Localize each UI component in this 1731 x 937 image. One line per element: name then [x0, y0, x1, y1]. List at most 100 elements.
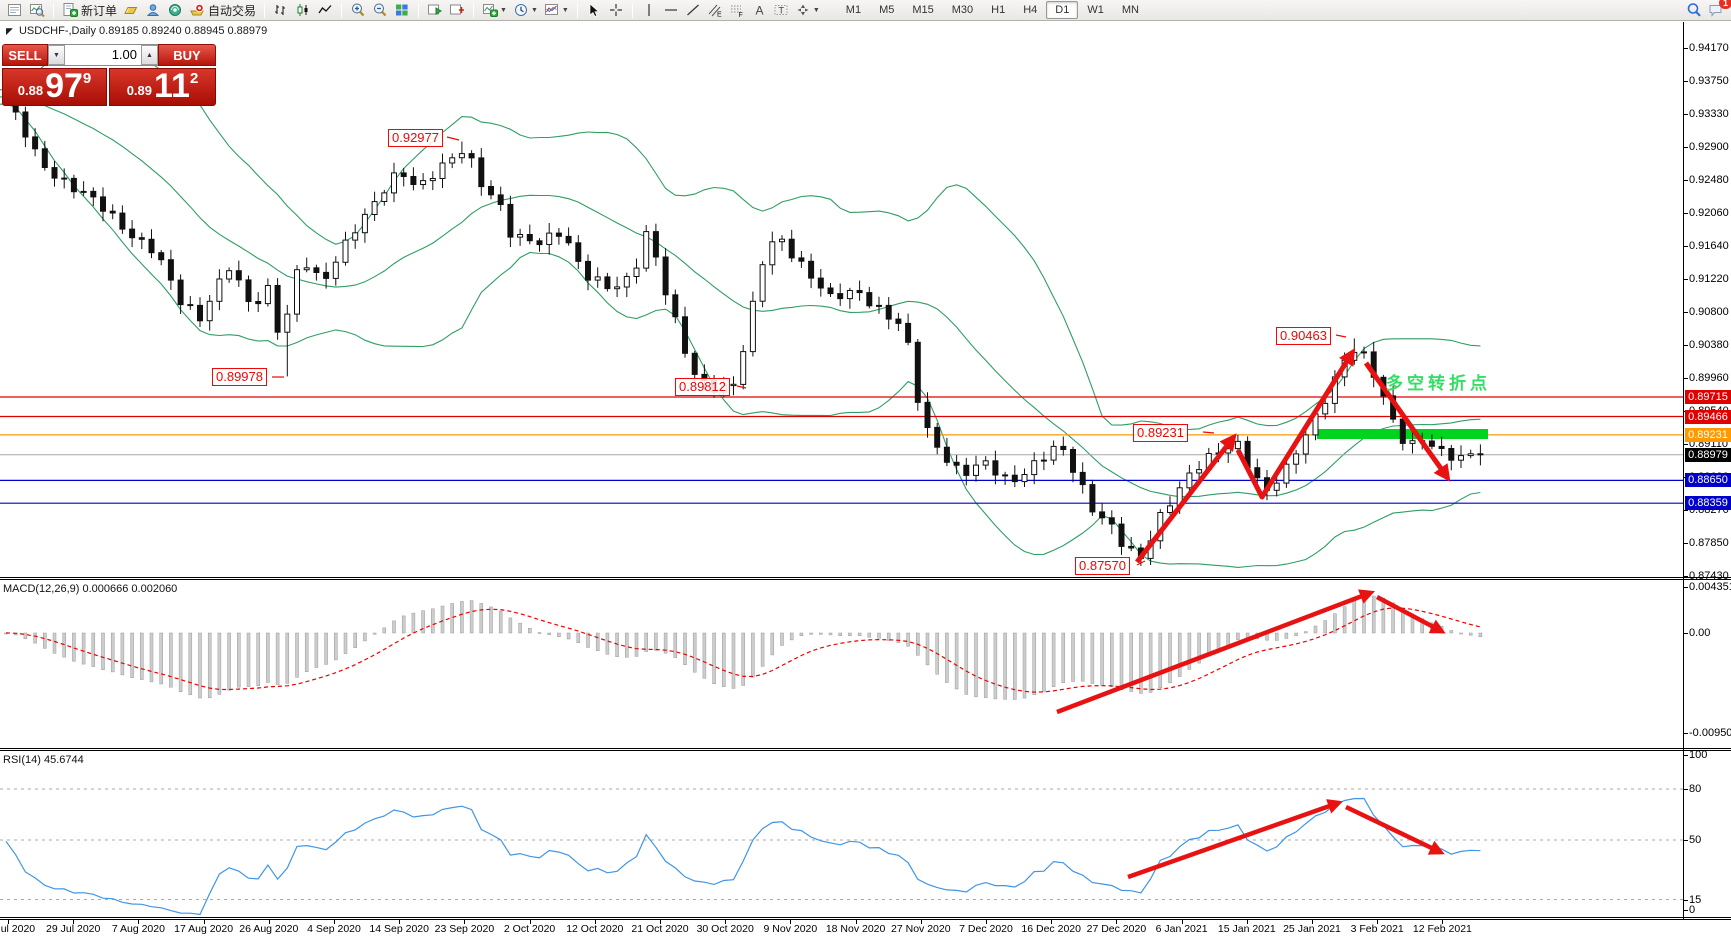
- time-tick: [1246, 920, 1248, 924]
- time-tick: [920, 920, 922, 924]
- notifications-button[interactable]: 1: [1705, 0, 1731, 20]
- panel-divider[interactable]: [0, 577, 1731, 580]
- rsi-line: [5, 797, 1481, 916]
- axis-tick: [1683, 587, 1688, 588]
- templates-icon[interactable]: ▼: [541, 1, 572, 20]
- price-tag: 0.89715: [1685, 390, 1731, 404]
- cursor-icon[interactable]: [583, 1, 605, 20]
- timeframe-h1[interactable]: H1: [991, 4, 1006, 16]
- trend-arrow[interactable]: [1363, 361, 1451, 482]
- volume-up-button[interactable]: ▲: [141, 45, 158, 65]
- bollinger-band[interactable]: [0, 49, 1481, 431]
- indicators-icon[interactable]: ▼: [479, 1, 510, 20]
- time-tick: [1051, 920, 1053, 924]
- swing-price-label[interactable]: 0.89812: [675, 378, 730, 396]
- candlestick-icon[interactable]: [292, 1, 314, 20]
- chart-shift-icon[interactable]: [446, 1, 468, 20]
- chart-preview-icon[interactable]: [26, 1, 48, 20]
- zoom-in-icon[interactable]: [347, 1, 369, 20]
- date-label: 18 Nov 2020: [825, 923, 886, 935]
- line-chart-icon[interactable]: [314, 1, 336, 20]
- crosshair-icon[interactable]: [605, 1, 627, 20]
- price-tag: 0.88359: [1685, 496, 1731, 510]
- swing-price-label[interactable]: 0.89231: [1133, 424, 1188, 442]
- channel-icon[interactable]: E: [704, 1, 726, 20]
- date-label: 17 Aug 2020: [174, 923, 234, 935]
- rsi-panel[interactable]: [0, 788, 1683, 916]
- search-button[interactable]: [1683, 1, 1705, 20]
- trend-arrow[interactable]: [1056, 589, 1376, 715]
- bollinger-band[interactable]: [0, 96, 1481, 498]
- time-tick: [464, 920, 466, 924]
- price-tick-label: 0.93330: [1689, 108, 1729, 120]
- time-axis[interactable]: 20 Jul 2020 29 Jul 2020 7 Aug 2020 17 Aug 2…: [0, 920, 1731, 937]
- sell-price-prefix: 0.88: [17, 83, 44, 98]
- main-panel[interactable]: [0, 49, 1683, 568]
- date-label: 27 Dec 2020: [1086, 923, 1147, 935]
- date-label: 30 Oct 2020: [696, 923, 754, 935]
- volume-down-button[interactable]: ▼: [48, 45, 65, 65]
- trend-arrow[interactable]: [1135, 433, 1237, 564]
- timeframe-h4[interactable]: H4: [1023, 4, 1038, 16]
- price-tick-label: 0.92060: [1689, 207, 1729, 219]
- trend-arrow[interactable]: [1235, 347, 1356, 500]
- axis-tick: [1683, 755, 1688, 756]
- tile-windows-icon[interactable]: [391, 1, 413, 20]
- auto-scroll-icon[interactable]: [424, 1, 446, 20]
- buy-price-big: 11: [154, 67, 190, 105]
- sell-price-panel[interactable]: 0.88 97 9: [2, 68, 107, 106]
- autotrade-button[interactable]: 自动交易: [186, 1, 259, 20]
- swing-price-label[interactable]: 0.87570: [1075, 557, 1130, 575]
- time-tick: [1116, 920, 1118, 924]
- bar-chart-icon[interactable]: [270, 1, 292, 20]
- axis-tick: [1683, 543, 1688, 544]
- timeframe-m15[interactable]: M15: [912, 4, 934, 16]
- vline-icon: [648, 4, 650, 16]
- svg-text:E: E: [717, 12, 722, 19]
- new-order-button[interactable]: 新订单: [59, 1, 120, 20]
- sell-button[interactable]: SELL: [2, 44, 48, 66]
- bollinger-band[interactable]: [0, 103, 1481, 568]
- volume-input[interactable]: 1.00: [111, 47, 137, 62]
- gold-icon[interactable]: [120, 1, 142, 20]
- panel-divider[interactable]: [0, 917, 1731, 920]
- buy-button[interactable]: BUY: [158, 44, 216, 66]
- timeframe-w1[interactable]: W1: [1087, 4, 1104, 16]
- date-label: 27 Nov 2020: [891, 923, 951, 935]
- swing-price-label[interactable]: 0.92977: [388, 129, 443, 147]
- market-icon[interactable]: [142, 1, 164, 20]
- trendline-icon[interactable]: [682, 1, 704, 20]
- axis-tick: [1683, 733, 1688, 734]
- text-icon[interactable]: A: [748, 1, 770, 20]
- vline-icon[interactable]: [638, 1, 660, 20]
- trend-arrow[interactable]: [1345, 804, 1445, 855]
- timeframe-m5[interactable]: M5: [879, 4, 895, 16]
- signals-icon[interactable]: [164, 1, 186, 20]
- trend-arrow[interactable]: [1375, 595, 1446, 634]
- swing-price-label[interactable]: 0.90463: [1276, 327, 1331, 345]
- buy-price-panel[interactable]: 0.89 11 2: [109, 68, 216, 106]
- periods-icon[interactable]: ▼: [510, 1, 541, 20]
- trend-arrow[interactable]: [1127, 799, 1344, 880]
- panel-divider[interactable]: [0, 748, 1731, 751]
- timeframe-d1[interactable]: D1: [1046, 1, 1079, 19]
- timeframe-mn[interactable]: MN: [1121, 4, 1139, 16]
- toolbar-separator: [473, 2, 475, 18]
- hline-icon[interactable]: [660, 1, 682, 20]
- swing-price-label[interactable]: 0.89978: [212, 368, 267, 386]
- window-icon[interactable]: [4, 1, 26, 20]
- label-icon[interactable]: T: [770, 1, 792, 20]
- buy-price-pip: 2: [189, 70, 199, 87]
- shapes-icon[interactable]: ▼: [792, 1, 823, 20]
- macd-panel[interactable]: [4, 589, 1483, 715]
- chart-annotation-text[interactable]: 多空转折点: [1386, 374, 1491, 393]
- cursor-icon: [589, 3, 600, 17]
- timeframe-m30[interactable]: M30: [951, 4, 974, 16]
- fibo-icon[interactable]: F: [726, 1, 748, 20]
- price-tag: 0.88979: [1685, 448, 1731, 462]
- zoom-out-icon[interactable]: [369, 1, 391, 20]
- axis-tick: [1683, 312, 1688, 313]
- timeframe-m1[interactable]: M1: [845, 4, 862, 16]
- new-order-icon: [63, 3, 78, 17]
